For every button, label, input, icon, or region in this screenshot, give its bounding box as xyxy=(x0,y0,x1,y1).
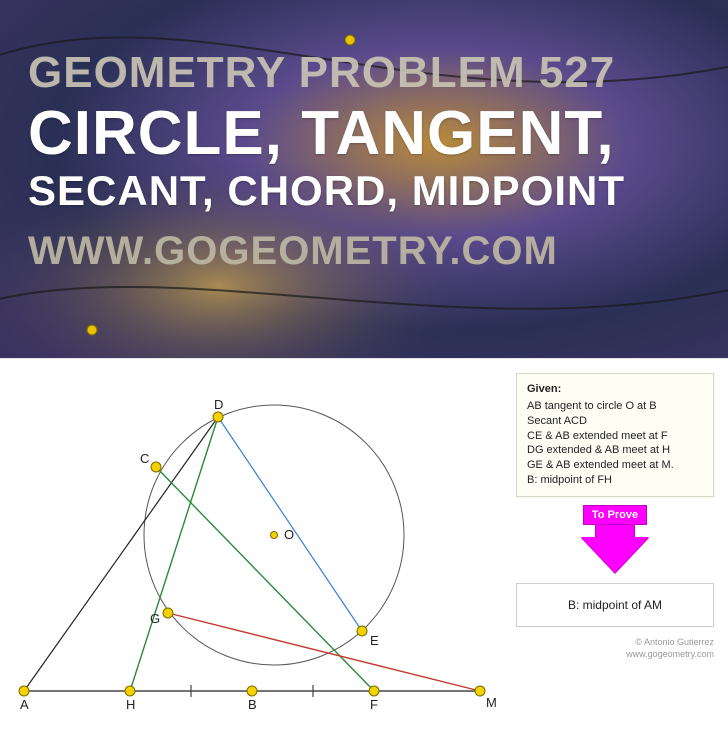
label-M: M xyxy=(486,695,497,710)
given-title: Given: xyxy=(527,382,703,397)
credit-author: © Antonio Gutierrez xyxy=(516,637,714,649)
label-F: F xyxy=(370,697,378,712)
hero-line-url: WWW.GOGEOMETRY.COM xyxy=(28,229,708,274)
prove-box: B: midpoint of AM xyxy=(516,583,714,627)
point-dots xyxy=(19,412,485,696)
hero-line-problem: GEOMETRY PROBLEM 527 xyxy=(28,48,708,98)
label-O: O xyxy=(284,527,294,542)
prove-text: B: midpoint of AM xyxy=(568,598,662,612)
label-A: A xyxy=(20,697,29,712)
credit-block: © Antonio Gutierrez www.gogeometry.com xyxy=(516,637,714,660)
given-line: AB tangent to circle O at B xyxy=(527,399,703,414)
label-D: D xyxy=(214,397,223,412)
sidebar: Given: AB tangent to circle O at B Secan… xyxy=(516,373,714,660)
label-G: G xyxy=(150,611,160,626)
to-prove-arrow: To Prove xyxy=(516,505,714,573)
to-prove-label: To Prove xyxy=(583,505,647,525)
given-line: CE & AB extended meet at F xyxy=(527,429,703,444)
credit-url: www.gogeometry.com xyxy=(516,649,714,661)
given-line: B: midpoint of FH xyxy=(527,473,703,488)
arrow-head-icon xyxy=(581,537,649,573)
label-B: B xyxy=(248,697,257,712)
label-C: C xyxy=(140,451,149,466)
lower-panel: A H B F M C D G E O Given: AB tangent to… xyxy=(0,358,728,728)
hero-banner: GEOMETRY PROBLEM 527 CIRCLE, TANGENT, SE… xyxy=(0,0,728,358)
label-E: E xyxy=(370,633,379,648)
hero-line-topics-1: CIRCLE, TANGENT, xyxy=(28,102,708,165)
given-line: Secant ACD xyxy=(527,414,703,429)
given-line: DG extended & AB meet at H xyxy=(527,443,703,458)
given-line: GE & AB extended meet at M. xyxy=(527,458,703,473)
hero-text-block: GEOMETRY PROBLEM 527 CIRCLE, TANGENT, SE… xyxy=(28,48,708,274)
label-H: H xyxy=(126,697,135,712)
given-box: Given: AB tangent to circle O at B Secan… xyxy=(516,373,714,497)
geometry-diagram: A H B F M C D G E O xyxy=(0,359,500,729)
hero-line-topics-2: SECANT, CHORD, MIDPOINT xyxy=(28,169,708,213)
